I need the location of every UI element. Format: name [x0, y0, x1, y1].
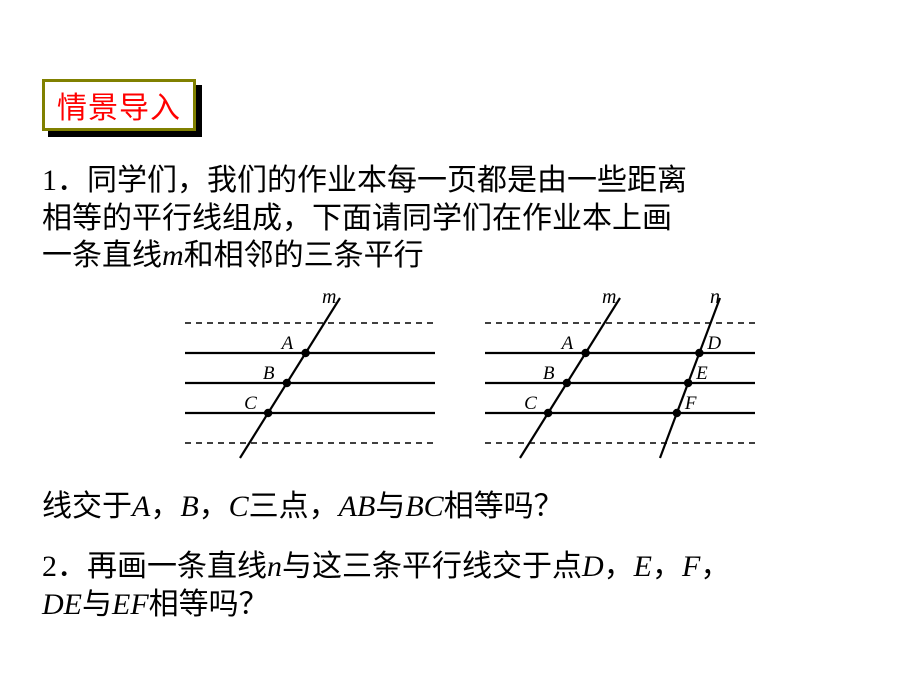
var-n: n [267, 550, 282, 583]
svg-text:F: F [684, 393, 697, 414]
svg-text:C: C [524, 393, 537, 414]
paragraph-1: 1．同学们，我们的作业本每一页都是由一些距离 相等的平行线组成，下面请同学们在作… [42, 162, 882, 275]
p3-c2: ， [652, 550, 682, 583]
svg-text:m: m [602, 288, 616, 308]
pt-E: E [634, 550, 652, 583]
p3-2a: 与 [82, 588, 112, 621]
p3-2b: 相等吗？ [149, 588, 269, 621]
p1-line3a: 一条直线 [42, 239, 162, 272]
p2-f: 相等吗？ [444, 490, 564, 523]
pt-C: C [229, 490, 249, 523]
p1-line2: 相等的平行线组成，下面请同学们在作业本上画 [42, 202, 672, 235]
seg-BC: BC [405, 490, 443, 523]
p2-d: 三点， [249, 490, 339, 523]
svg-text:A: A [560, 333, 574, 354]
seg-EF: EF [112, 588, 149, 621]
p3-c1: ， [604, 550, 634, 583]
p3-1a: 2．再画一条直线 [42, 550, 267, 583]
svg-text:D: D [706, 333, 721, 354]
pt-A: A [132, 490, 150, 523]
p2-a: 线交于 [42, 490, 132, 523]
p2-c: ， [199, 490, 229, 523]
svg-text:B: B [263, 363, 275, 384]
svg-text:B: B [543, 363, 555, 384]
diagram-svg: mABCmnABCDEF [185, 288, 755, 466]
paragraph-2: 线交于A，B，C三点，AB与BC相等吗？ [42, 488, 882, 526]
paragraph-3: 2．再画一条直线n与这三条平行线交于点D，E，F， DE与EF相等吗？ [42, 548, 882, 623]
p1-line3b: 和相邻的三条平行 [184, 239, 424, 272]
p1-line1: 1．同学们，我们的作业本每一页都是由一些距离 [42, 164, 687, 197]
pt-F: F [682, 550, 700, 583]
p2-e: 与 [375, 490, 405, 523]
p2-b: ， [150, 490, 180, 523]
p3-c3: ， [700, 550, 730, 583]
svg-text:m: m [322, 288, 336, 308]
pt-B: B [180, 490, 198, 523]
svg-text:A: A [280, 333, 294, 354]
geometry-diagram: mABCmnABCDEF [185, 288, 755, 466]
var-m: m [162, 239, 184, 272]
svg-text:C: C [244, 393, 257, 414]
slide: 情景导入 1．同学们，我们的作业本每一页都是由一些距离 相等的平行线组成，下面请… [0, 0, 920, 690]
seg-DE: DE [42, 588, 82, 621]
section-heading-box: 情景导入 [42, 79, 202, 137]
p3-1b: 与这三条平行线交于点 [282, 550, 582, 583]
heading-front: 情景导入 [42, 79, 196, 131]
pt-D: D [582, 550, 604, 583]
svg-text:E: E [695, 363, 708, 384]
heading-text: 情景导入 [57, 83, 181, 127]
svg-text:n: n [710, 288, 720, 308]
seg-AB: AB [339, 490, 376, 523]
